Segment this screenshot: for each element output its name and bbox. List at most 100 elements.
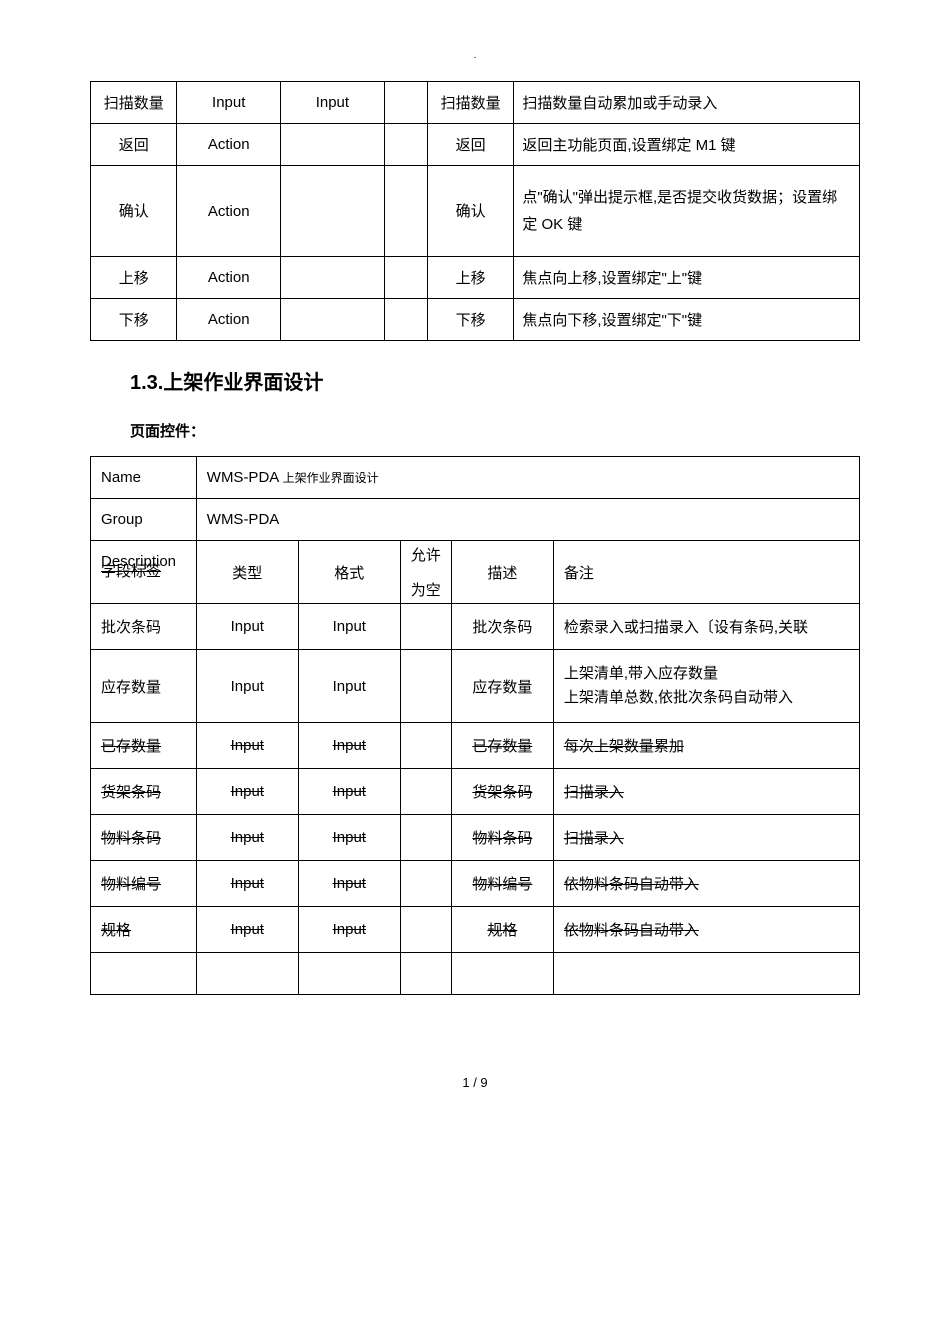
- table-cell: 物料条码: [451, 815, 553, 861]
- table-cell: Input: [298, 604, 400, 650]
- table-cell: 上架清单,带入应存数量上架清单总数,依批次条码自动带入: [553, 650, 859, 723]
- table-row: 下移Action下移焦点向下移,设置绑定"下"键: [91, 299, 860, 341]
- table-cell: [281, 299, 385, 341]
- table-cell: Input: [298, 815, 400, 861]
- table-cell: 下移: [427, 299, 513, 341]
- footer-page: 1: [462, 1075, 469, 1090]
- table-cell: [400, 604, 451, 650]
- table-cell: 扫描录入: [553, 815, 859, 861]
- table-cell: 扫描数量: [91, 82, 177, 124]
- table-row: 物料条码InputInput物料条码扫描录入: [91, 815, 860, 861]
- table-row: 上移Action上移焦点向上移,设置绑定"上"键: [91, 257, 860, 299]
- header-dot: .: [90, 50, 860, 61]
- table-cell: 焦点向上移,设置绑定"上"键: [514, 257, 860, 299]
- table-cell: 上移: [427, 257, 513, 299]
- table-cell: 返回: [427, 124, 513, 166]
- table-cell: 已存数量: [91, 723, 197, 769]
- table-cell: 批次条码: [451, 604, 553, 650]
- table-cell: [384, 82, 427, 124]
- table-cell: 批次条码: [91, 604, 197, 650]
- page-controls-label: 页面控件：: [130, 420, 860, 441]
- table-cell: 规格: [451, 907, 553, 953]
- table-cell: 检索录入或扫描录入〔设有条码,关联: [553, 604, 859, 650]
- table-cell: 焦点向下移,设置绑定"下"键: [514, 299, 860, 341]
- table-cell: 规格: [91, 907, 197, 953]
- table-row: 规格InputInput规格依物料条码自动带入: [91, 907, 860, 953]
- table-cell: 应存数量: [451, 650, 553, 723]
- table-cell: [384, 166, 427, 257]
- table-cell: Input: [196, 650, 298, 723]
- footer-total: 9: [480, 1075, 487, 1090]
- table-row: 应存数量InputInput应存数量上架清单,带入应存数量上架清单总数,依批次条…: [91, 650, 860, 723]
- table-cell: Input: [196, 723, 298, 769]
- table-cell: [384, 257, 427, 299]
- table-cell: Action: [177, 124, 281, 166]
- table-cell: Input: [196, 604, 298, 650]
- table-cell: 下移: [91, 299, 177, 341]
- table-cell: 依物料条码自动带入: [553, 907, 859, 953]
- table-cell: Input: [298, 861, 400, 907]
- table-cell: Input: [196, 861, 298, 907]
- column-header-nullable: 允许 为空: [400, 541, 451, 604]
- table-cell: 货架条码: [91, 769, 197, 815]
- table-cell: 依物料条码自动带入: [553, 861, 859, 907]
- page-controls-table: Name WMS-PDA 上架作业界面设计 Group WMS-PDA Desc…: [90, 456, 860, 995]
- null-bottom: 为空: [401, 579, 451, 600]
- table-cell: Input: [196, 769, 298, 815]
- table-cell: 返回主功能页面,设置绑定 M1 键: [514, 124, 860, 166]
- table-row: 批次条码InputInput批次条码检索录入或扫描录入〔设有条码,关联: [91, 604, 860, 650]
- table-cell: [384, 124, 427, 166]
- name-value-prefix: WMS-PDA: [207, 469, 279, 486]
- table-cell: [281, 124, 385, 166]
- group-label: Group: [91, 499, 197, 541]
- table-cell: Action: [177, 299, 281, 341]
- table-cell: 每次上架数量累加: [553, 723, 859, 769]
- column-header-format: 格式: [298, 541, 400, 604]
- table-cell: Input: [298, 650, 400, 723]
- table-cell: [281, 257, 385, 299]
- section-title: 1.3.上架作业界面设计: [130, 366, 860, 395]
- table-cell: Action: [177, 166, 281, 257]
- section-title-text: 上架作业界面设计: [163, 372, 323, 394]
- table-cell: 点"确认"弹出提示框,是否提交收货数据；设置绑定 OK 键: [514, 166, 860, 257]
- table-cell: 上移: [91, 257, 177, 299]
- table-row: 扫描数量InputInput扫描数量扫描数量自动累加或手动录入: [91, 82, 860, 124]
- name-value: WMS-PDA 上架作业界面设计: [196, 457, 859, 499]
- table-cell: 扫描数量自动累加或手动录入: [514, 82, 860, 124]
- table-row: 物料编号InputInput物料编号依物料条码自动带入: [91, 861, 860, 907]
- table-cell: [400, 907, 451, 953]
- table-cell: Input: [196, 907, 298, 953]
- table-cell: 物料条码: [91, 815, 197, 861]
- column-header-label: Description 字段标签: [91, 541, 197, 604]
- name-value-suffix: 上架作业界面设计: [283, 471, 379, 485]
- table-row: 返回Action返回返回主功能页面,设置绑定 M1 键: [91, 124, 860, 166]
- footer-sep: /: [470, 1075, 481, 1090]
- table-cell: Input: [196, 815, 298, 861]
- table-cell: [400, 723, 451, 769]
- table-cell: [400, 650, 451, 723]
- table-cell: 扫描录入: [553, 769, 859, 815]
- column-header-desc: 描述: [451, 541, 553, 604]
- table-cell: Input: [298, 723, 400, 769]
- table-cell: [384, 299, 427, 341]
- desc-bottom: 字段标签: [101, 563, 161, 580]
- controls-table-1: 扫描数量InputInput扫描数量扫描数量自动累加或手动录入返回Action返…: [90, 81, 860, 341]
- table-cell: [400, 769, 451, 815]
- table-cell: 返回: [91, 124, 177, 166]
- table-cell: 确认: [91, 166, 177, 257]
- page-footer: 1 / 9: [90, 1075, 860, 1090]
- section-number: 1.3.: [130, 372, 163, 394]
- column-header-type: 类型: [196, 541, 298, 604]
- table-row: 货架条码InputInput货架条码扫描录入: [91, 769, 860, 815]
- table-row: 已存数量InputInput已存数量每次上架数量累加: [91, 723, 860, 769]
- column-header-note: 备注: [553, 541, 859, 604]
- table-cell: Input: [177, 82, 281, 124]
- table-cell: [400, 815, 451, 861]
- table-cell: 确认: [427, 166, 513, 257]
- table-cell: Action: [177, 257, 281, 299]
- table-cell: Input: [281, 82, 385, 124]
- table-cell: Input: [298, 769, 400, 815]
- table-cell: 应存数量: [91, 650, 197, 723]
- table-cell: 物料编号: [451, 861, 553, 907]
- table-cell: [281, 166, 385, 257]
